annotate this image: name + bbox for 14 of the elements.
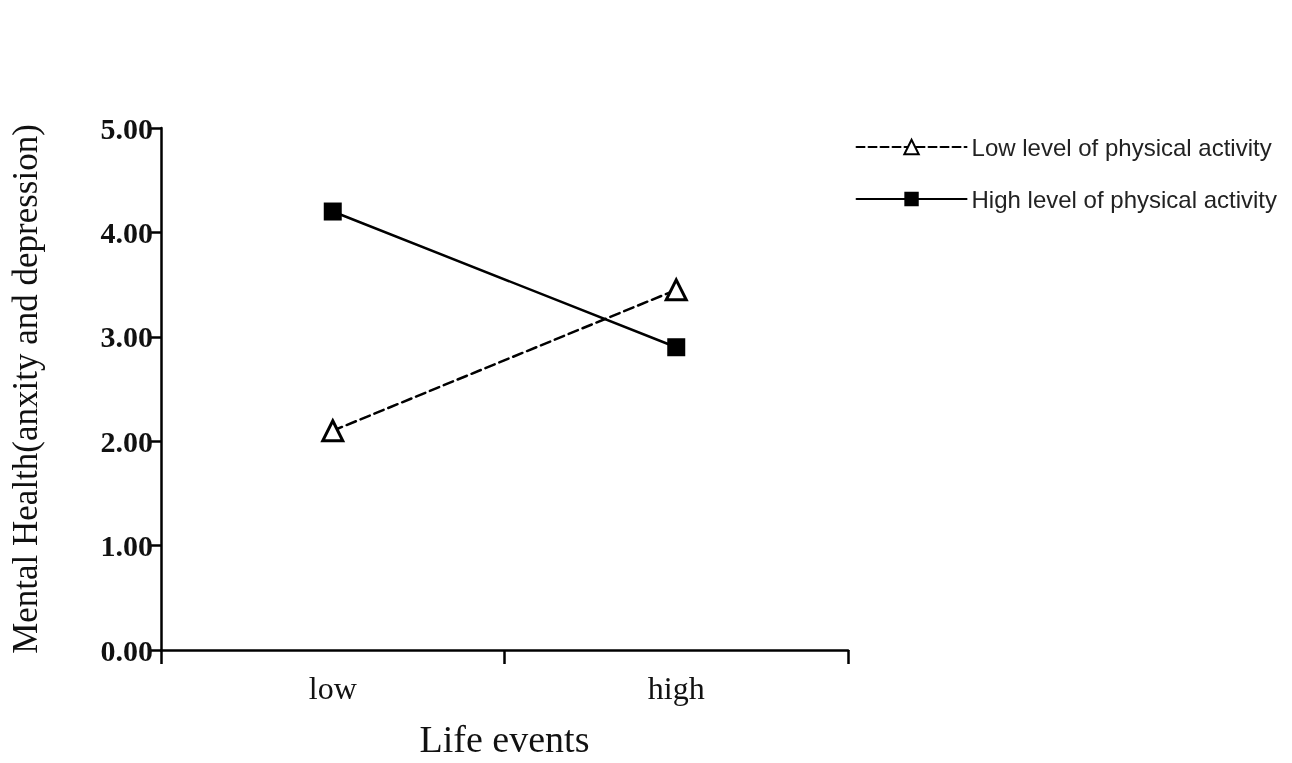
y-axis-title: Mental Health(anxity and depression) <box>6 124 45 654</box>
y-tick-label: 3.00 <box>100 320 153 354</box>
y-tick-label: 4.00 <box>100 215 153 249</box>
point <box>323 202 342 221</box>
y-tick-label: 1.00 <box>100 529 153 563</box>
y-tick-label: 2.00 <box>100 424 153 458</box>
y-tick-label: 0.00 <box>100 633 153 667</box>
legend-label: High level of physical activity <box>971 185 1278 213</box>
x-tick-label: high <box>647 670 705 706</box>
point <box>667 338 686 357</box>
x-tick-label: low <box>308 670 357 706</box>
y-tick-label: 5.00 <box>100 111 153 145</box>
legend-label: Low level of physical activity <box>971 133 1272 161</box>
x-axis-title: Life events <box>419 718 590 760</box>
